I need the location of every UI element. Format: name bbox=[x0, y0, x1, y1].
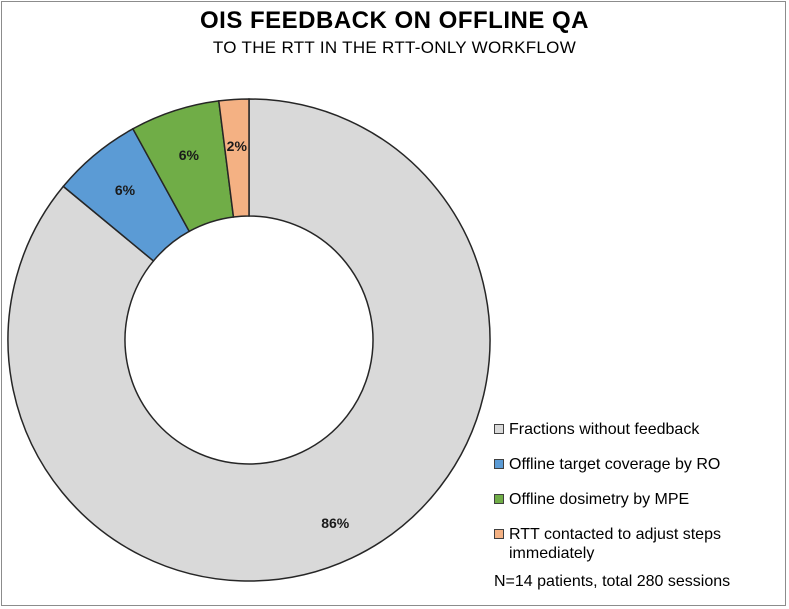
sample-size-note: N=14 patients, total 280 sessions bbox=[494, 573, 731, 590]
legend-item-rtt-contacted: RTT contacted to adjust steps immediatel… bbox=[494, 525, 784, 563]
legend-swatch bbox=[494, 529, 504, 539]
legend: Fractions without feedback Offline targe… bbox=[494, 420, 784, 569]
chart-subtitle: TO THE RTT IN THE RTT-ONLY WORKFLOW bbox=[212, 38, 577, 57]
slice-rtt-contacted-to-adjust-steps-immediately bbox=[217, 98, 250, 218]
legend-label: Offline target coverage by RO bbox=[509, 456, 721, 473]
legend-item-offline-target-coverage: Offline target coverage by RO bbox=[494, 455, 784, 474]
chart-title: OIS FEEDBACK ON OFFLINE QA bbox=[199, 7, 589, 34]
donut-slices bbox=[7, 98, 491, 582]
legend-label: Offline dosimetry by MPE bbox=[509, 491, 690, 508]
legend-swatch bbox=[494, 424, 504, 434]
legend-item-offline-dosimetry: Offline dosimetry by MPE bbox=[494, 490, 784, 509]
donut-data-labels: 86% 6% 6% 2% bbox=[115, 138, 350, 531]
data-label-rtt-contacted-to-adjust-steps-immediately: 2% bbox=[227, 138, 248, 154]
legend-label: RTT contacted to adjust steps immediatel… bbox=[509, 526, 721, 562]
data-label-fractions-without-feedback: 86% bbox=[321, 515, 350, 531]
data-label-offline-target-coverage-by-ro: 6% bbox=[115, 182, 136, 198]
legend-swatch bbox=[494, 459, 504, 469]
legend-swatch bbox=[494, 494, 504, 504]
slice-fractions-without-feedback bbox=[7, 98, 491, 582]
legend-item-fractions-without-feedback: Fractions without feedback bbox=[494, 420, 784, 439]
legend-label: Fractions without feedback bbox=[509, 421, 700, 438]
data-label-offline-dosimetry-by-mpe: 6% bbox=[179, 147, 200, 163]
